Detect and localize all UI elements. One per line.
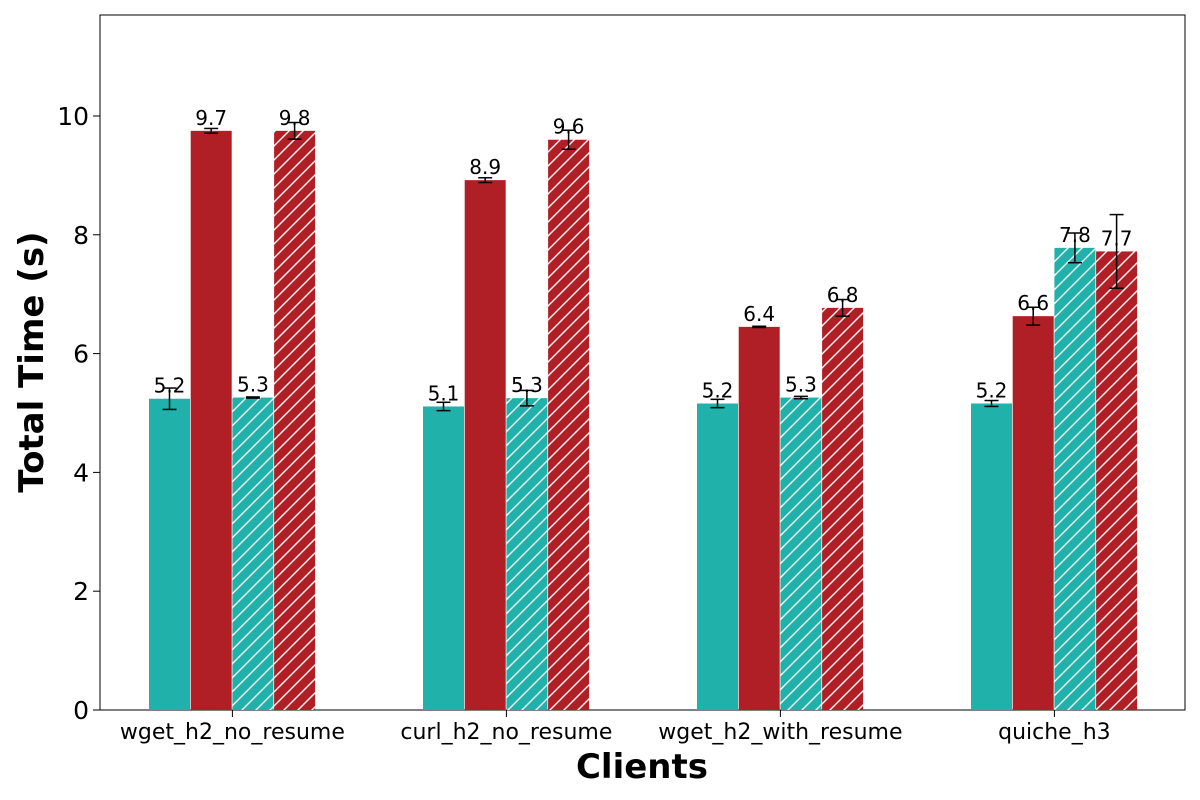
bar-series_3-wget_h2_with_resume (780, 397, 822, 710)
y-axis-ticks: 0 2 4 6 8 10 (57, 102, 100, 725)
y-axis-title: Total Time (s) (12, 231, 52, 492)
bar-value-label: 5.3 (785, 373, 817, 397)
bar-series_2-wget_h2_no_resume (190, 130, 232, 711)
y-tick-label: 6 (73, 340, 89, 369)
bar-value-label: 9.6 (553, 115, 585, 139)
bar-value-label: 9.8 (279, 106, 311, 130)
bar-value-label: 6.6 (1017, 291, 1049, 315)
bar-value-label: 8.9 (469, 155, 501, 179)
y-tick-label: 4 (73, 458, 89, 487)
bar-series_1-quiche_h3 (971, 403, 1012, 710)
bar-series_4-curl_h2_no_resume (548, 139, 590, 710)
bar-series_1-wget_h2_with_resume (697, 403, 738, 710)
plot-area (99, 14, 1186, 711)
bar-series_4-wget_h2_no_resume (274, 130, 316, 711)
bar-series_3-wget_h2_no_resume (232, 397, 274, 710)
bar-value-label: 5.1 (428, 381, 460, 405)
bar-series_4-quiche_h3 (1096, 251, 1138, 710)
x-tick-label: wget_h2_no_resume (120, 720, 345, 745)
bar-value-label: 5.3 (237, 373, 269, 397)
bar-value-label: 7.8 (1059, 223, 1091, 247)
y-tick-label: 8 (73, 221, 89, 250)
x-tick-label: quiche_h3 (998, 720, 1111, 745)
bar-series_3-curl_h2_no_resume (506, 398, 548, 710)
x-axis-title: Clients (576, 747, 708, 787)
bar-series_4-wget_h2_with_resume (822, 307, 864, 710)
error-bars-group (162, 121, 1124, 412)
bar-value-label: 5.3 (511, 373, 543, 397)
bar-value-label: 5.2 (702, 378, 734, 402)
bar-value-label: 9.7 (195, 106, 227, 130)
bar-series_2-quiche_h3 (1012, 316, 1054, 710)
bar-value-label: 5.2 (154, 374, 186, 398)
bar-value-label: 6.4 (743, 302, 775, 326)
bar-series_1-curl_h2_no_resume (423, 406, 464, 710)
bar-value-label: 6.8 (827, 283, 859, 307)
bar-value-label: 5.2 (976, 378, 1008, 402)
bar-series_1-wget_h2_no_resume (149, 398, 190, 710)
y-tick-label: 0 (73, 696, 89, 725)
plot-frame (99, 14, 1186, 711)
bars-group (149, 130, 1138, 711)
bar-series_2-wget_h2_with_resume (738, 326, 780, 710)
x-axis-ticks: wget_h2_no_resume curl_h2_no_resume wget_h… (120, 710, 1111, 745)
y-tick-label: 10 (57, 102, 89, 131)
bar-labels-group: 5.2 5.1 5.2 5.2 9.7 8.9 6.4 6.6 5.3 5.3 5.3 7.8 9.8 9… (154, 106, 1133, 406)
bar-series_2-curl_h2_no_resume (464, 180, 506, 711)
bar-value-label: 7.7 (1101, 226, 1133, 250)
y-tick-label: 2 (73, 577, 89, 606)
bar-series_3-quiche_h3 (1054, 247, 1096, 710)
x-tick-label: wget_h2_with_resume (658, 720, 902, 745)
x-tick-label: curl_h2_no_resume (400, 720, 612, 745)
